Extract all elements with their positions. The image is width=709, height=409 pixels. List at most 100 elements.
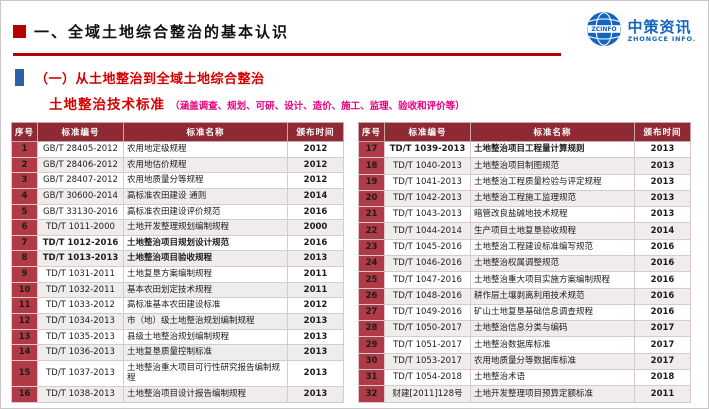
- table-row: 24 TD/T 1046-2016 土地整治权属调整规范 2016: [358, 254, 691, 273]
- table-row: 22 TD/T 1044-2014 生产项目土地复垦验收规程 2014: [358, 222, 691, 240]
- standard-code-cell: TD/T 1054-2018: [384, 368, 471, 387]
- publish-year-cell: 2013: [634, 157, 691, 175]
- publish-year-cell: 2016: [634, 271, 691, 289]
- table-row: 7 TD/T 1012-2016 土地整治项目规划设计规范 2016: [11, 234, 344, 252]
- title-block: 一、全域土地综合整治的基本认识: [13, 21, 289, 42]
- standard-code-cell: GB/T 33130-2016: [37, 203, 124, 221]
- standard-name-cell: 高标准农田建设 通则: [123, 187, 288, 205]
- row-index-cell: 30: [358, 352, 385, 370]
- standards-table-right: 序号 标准编号 标准名称 颁布时间 17 TD/T 1039-2013 土地整治项目…: [358, 122, 691, 403]
- row-index-cell: 7: [11, 234, 38, 252]
- row-index-cell: 4: [11, 187, 38, 205]
- standard-name-cell: 土地整治权属调整规范: [470, 254, 635, 273]
- publish-year-cell: 2013: [287, 386, 344, 403]
- publish-year-cell: 2016: [634, 238, 691, 256]
- row-index-cell: 10: [11, 281, 38, 299]
- table-row: 2 GB/T 28406-2012 农用地估价规程 2012: [11, 156, 344, 174]
- standard-name-cell: 土地整治重大项目可行性研究报告编制规程: [123, 359, 288, 388]
- table-row: 9 TD/T 1031-2011 土地复垦方案编制规程 2011: [11, 266, 344, 283]
- logo: ZCINFO 中策资讯 ZHONGCE INFO.: [586, 11, 700, 51]
- globe-icon: ZCINFO: [586, 11, 622, 51]
- logo-badge-text: ZCINFO: [591, 26, 616, 33]
- row-index-cell: 31: [358, 368, 385, 387]
- standard-name-cell: 基本农田划定技术规程: [123, 281, 288, 299]
- publish-year-cell: 2017: [634, 336, 691, 354]
- logo-name: 中策资讯: [627, 18, 692, 37]
- standard-code-cell: TD/T 1047-2016: [384, 271, 471, 289]
- row-index-cell: 32: [358, 385, 385, 403]
- row-index-cell: 15: [11, 359, 38, 388]
- publish-year-cell: 2017: [634, 352, 691, 370]
- publish-year-cell: 2013: [634, 140, 691, 159]
- standard-code-cell: TD/T 1040-2013: [384, 157, 471, 175]
- standard-code-cell: TD/T 1038-2013: [37, 386, 124, 403]
- standard-code-cell: GB/T 28405-2012: [37, 141, 124, 158]
- table-row: 6 TD/T 1011-2000 土地开发整理规划编制规程 2000: [11, 219, 344, 236]
- standard-code-cell: TD/T 1032-2011: [37, 281, 124, 299]
- col-header-code: 标准编号: [384, 122, 471, 142]
- row-index-cell: 29: [358, 336, 385, 354]
- standard-name-cell: 土地整治术语: [470, 368, 635, 387]
- standard-name-cell: 农用地估价规程: [123, 156, 288, 174]
- logo-subtitle: ZHONGCE INFO.: [627, 34, 696, 43]
- table-row: 28 TD/T 1050-2017 土地整治信息分类与编码 2017: [358, 320, 691, 338]
- table-row: 16 TD/T 1038-2013 土地整治项目设计报告编制规程 2013: [11, 386, 344, 403]
- standard-name-cell: 生产项目土地复垦验收规程: [470, 222, 635, 240]
- table-row: 29 TD/T 1051-2017 土地整治数据库标准 2017: [358, 336, 691, 354]
- standard-name-cell: 土地开发整理项目预算定额标准: [470, 385, 635, 403]
- row-index-cell: 19: [358, 173, 385, 191]
- standard-name-cell: 暗管改良盐碱地技术规程: [470, 206, 635, 224]
- section-marker: [15, 69, 24, 86]
- standard-code-cell: TD/T 1033-2012: [37, 297, 124, 314]
- row-index-cell: 24: [358, 254, 385, 273]
- slide-header: 一、全域土地综合整治的基本认识 ZCINFO 中策资讯 ZHONGCE INFO…: [1, 1, 708, 51]
- row-index-cell: 5: [11, 203, 38, 221]
- publish-year-cell: 2016: [287, 234, 344, 252]
- standard-name-cell: 高标准农田建设评价规范: [123, 203, 288, 221]
- title-underline: [13, 53, 561, 56]
- standard-code-cell: TD/T 1044-2014: [384, 222, 471, 240]
- table-row: 11 TD/T 1033-2012 高标准基本农田建设标准 2012: [11, 297, 344, 314]
- standard-code-cell: TD/T 1046-2016: [384, 254, 471, 273]
- table-header-row: 序号 标准编号 标准名称 颁布时间: [358, 122, 691, 142]
- table-row: 27 TD/T 1049-2016 矿山土地复垦基础信息调查规程 2016: [358, 303, 691, 322]
- row-index-cell: 27: [358, 303, 385, 322]
- row-index-cell: 8: [11, 250, 38, 267]
- standard-code-cell: TD/T 1049-2016: [384, 303, 471, 322]
- publish-year-cell: 2014: [634, 222, 691, 240]
- standard-code-cell: TD/T 1035-2013: [37, 328, 124, 346]
- row-index-cell: 3: [11, 172, 38, 189]
- publish-year-cell: 2014: [287, 187, 344, 205]
- title-bullet-square: [13, 25, 26, 38]
- row-index-cell: 13: [11, 328, 38, 346]
- col-header-year: 颁布时间: [287, 122, 344, 142]
- row-index-cell: 2: [11, 156, 38, 174]
- standard-code-cell: TD/T 1041-2013: [384, 173, 471, 191]
- standard-name-cell: 土地整治项目验收规程: [123, 250, 288, 267]
- table-row: 18 TD/T 1040-2013 土地整治项目制图规范 2013: [358, 157, 691, 175]
- standard-code-cell: TD/T 1048-2016: [384, 287, 471, 305]
- publish-year-cell: 2012: [287, 172, 344, 189]
- standard-name-cell: 土地整治工程质量检验与评定规程: [470, 173, 635, 191]
- table-row: 23 TD/T 1045-2016 土地整治工程建设标准编写规范 2016: [358, 238, 691, 256]
- table-row: 14 TD/T 1036-2013 土地复垦质量控制标准 2013: [11, 344, 344, 361]
- standard-code-cell: TD/T 1051-2017: [384, 336, 471, 354]
- table-row: 30 TD/T 1053-2017 农用地质量分等数据库标准 2017: [358, 352, 691, 370]
- table-row: 4 GB/T 30600-2014 高标准农田建设 通则 2014: [11, 187, 344, 205]
- standard-name-cell: 土地整治重大项目实施方案编制规程: [470, 271, 635, 289]
- section-heading: （一）从土地整治到全域土地综合整治: [15, 68, 708, 87]
- standard-name-cell: 耕作层土壤剥离利用技术规范: [470, 287, 635, 305]
- standard-code-cell: TD/T 1043-2013: [384, 206, 471, 224]
- standard-name-cell: 土地整治项目制图规范: [470, 157, 635, 175]
- standard-code-cell: TD/T 1012-2016: [37, 234, 124, 252]
- standard-name-cell: 土地整治数据库标准: [470, 336, 635, 354]
- standard-code-cell: 财建[2011]128号: [384, 385, 471, 403]
- table-row: 5 GB/T 33130-2016 高标准农田建设评价规范 2016: [11, 203, 344, 221]
- col-header-code: 标准编号: [37, 122, 124, 142]
- standard-name-cell: 市（地）级土地整治规划编制规程: [123, 312, 288, 330]
- table-row: 20 TD/T 1042-2013 土地整治工程施工监理规范 2013: [358, 189, 691, 208]
- col-header-name: 标准名称: [470, 122, 635, 142]
- standard-code-cell: GB/T 28407-2012: [37, 172, 124, 189]
- standard-name-cell: 土地整治项目设计报告编制规程: [123, 386, 288, 403]
